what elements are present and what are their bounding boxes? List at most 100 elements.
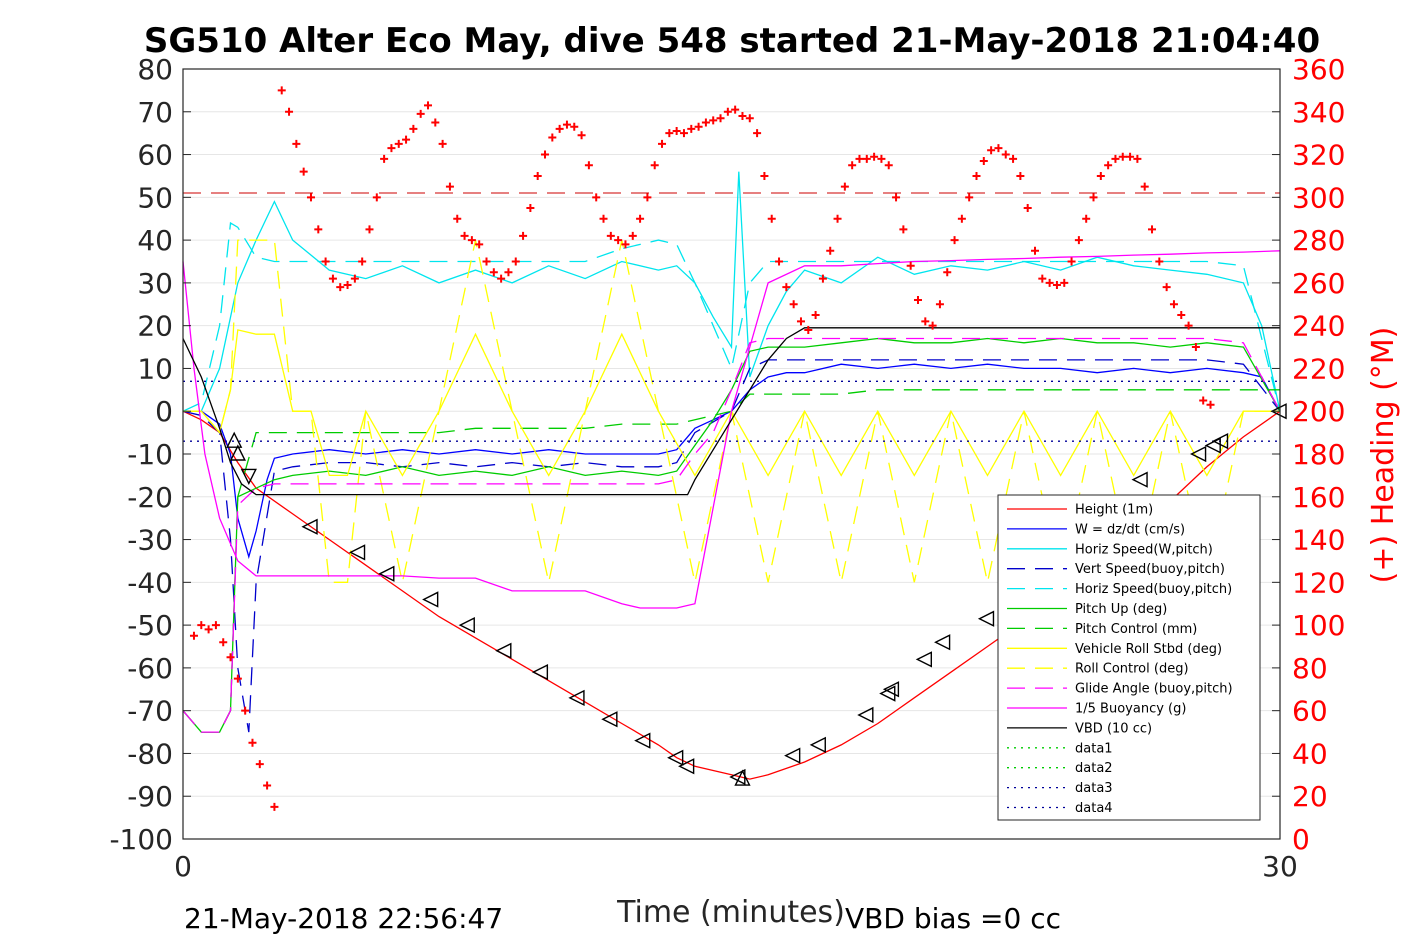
- heading-point: [943, 268, 952, 277]
- heading-point: [204, 625, 213, 634]
- heading-point: [972, 171, 981, 180]
- heading-point: [884, 161, 893, 170]
- heading-point: [913, 296, 922, 304]
- heading-point: [482, 257, 491, 266]
- heading-point: [1045, 278, 1054, 287]
- heading-point: [643, 193, 652, 202]
- depth-marker-triangle: [422, 591, 439, 608]
- heading-point: [1074, 236, 1083, 245]
- right-axis-label: (+) Heading (°M): [1366, 327, 1401, 584]
- right-tick-label: 360: [1292, 53, 1345, 86]
- depth-marker-triangle: [1270, 403, 1287, 420]
- legend-label: 1/5 Buoyancy (g): [1075, 702, 1186, 717]
- heading-point: [438, 139, 447, 148]
- right-tick-label: 20: [1292, 780, 1328, 813]
- heading-point: [987, 146, 996, 155]
- heading-point: [950, 236, 959, 245]
- footer-vbd-bias: VBD bias =0 cc: [845, 902, 1061, 935]
- heading-point: [994, 144, 1003, 153]
- heading-point: [796, 317, 805, 326]
- left-tick-label: 40: [137, 224, 173, 257]
- heading-point: [1082, 214, 1091, 223]
- heading-point: [899, 225, 908, 234]
- heading-point: [394, 139, 403, 148]
- x-tick-label: 30: [1262, 850, 1298, 883]
- heading-point: [460, 231, 469, 240]
- right-tick-label: 120: [1292, 566, 1345, 599]
- heading-point: [1009, 154, 1018, 163]
- heading-point: [511, 257, 520, 266]
- chart-title: SG510 Alter Eco May, dive 548 started 21…: [144, 21, 1320, 61]
- right-tick-label: 300: [1292, 181, 1345, 214]
- series-line-glide-angle-buoy-pitch: [182, 337, 1281, 733]
- heading-point: [665, 129, 674, 138]
- heading-point: [687, 124, 696, 133]
- heading-point: [833, 214, 842, 223]
- heading-point: [1191, 343, 1200, 352]
- depth-marker-triangle: [226, 431, 243, 448]
- heading-point: [328, 274, 337, 283]
- heading-point: [628, 231, 637, 240]
- heading-point: [570, 122, 579, 131]
- heading-point: [336, 283, 345, 292]
- depth-marker-triangle: [458, 616, 475, 634]
- left-tick-label: 20: [137, 310, 173, 343]
- heading-point: [299, 167, 308, 176]
- heading-point: [826, 246, 835, 255]
- heading-point: [475, 240, 484, 249]
- heading-point: [1052, 281, 1061, 290]
- heading-point: [226, 653, 235, 662]
- heading-point: [1118, 152, 1127, 161]
- legend-label: Vert Speed(buoy,pitch): [1075, 562, 1225, 577]
- heading-point: [738, 112, 747, 121]
- heading-point: [1111, 154, 1120, 163]
- left-tick-label: 70: [137, 96, 173, 129]
- right-tick-label: 40: [1292, 737, 1328, 770]
- series-line-horiz-speed-w-pitch: [183, 171, 1281, 412]
- legend-items: Height (1m) W = dz/dt (cm/s) Horiz Speed(W…: [1007, 503, 1233, 816]
- heading-point: [445, 182, 454, 191]
- heading-point: [248, 738, 257, 747]
- left-tick-label: 10: [137, 352, 173, 385]
- left-tick-label: 30: [137, 267, 173, 300]
- heading-point: [650, 161, 659, 170]
- depth-marker-triangle: [667, 749, 684, 766]
- left-tick-label: -100: [109, 823, 173, 856]
- heading-point: [423, 101, 432, 110]
- right-tick-label: 260: [1292, 267, 1345, 300]
- heading-point: [233, 674, 242, 683]
- heading-point: [321, 257, 330, 266]
- heading-point: [431, 118, 440, 127]
- heading-point: [1104, 161, 1113, 170]
- heading-point: [548, 133, 557, 142]
- legend-label: data2: [1075, 761, 1113, 776]
- heading-point: [928, 321, 937, 330]
- heading-point: [745, 114, 754, 123]
- heading-point: [1184, 321, 1193, 330]
- heading-point: [189, 631, 198, 640]
- heading-point: [263, 781, 272, 790]
- heading-point: [497, 274, 506, 283]
- heading-point: [679, 129, 688, 138]
- heading-point: [416, 109, 425, 118]
- left-tick-label: 50: [137, 181, 173, 214]
- heading-point: [285, 107, 294, 116]
- heading-point: [467, 236, 476, 245]
- heading-point: [1016, 171, 1025, 180]
- heading-point: [409, 124, 418, 133]
- series-line-horiz-speed-buoy-pitch: [182, 221, 1281, 412]
- legend-label: VBD (10 cc): [1075, 721, 1152, 736]
- heading-point: [636, 214, 645, 223]
- heading-point: [921, 317, 930, 326]
- heading-point: [979, 156, 988, 165]
- series-line-w-dz-dt-cm-s: [183, 363, 1281, 560]
- legend: Height (1m) W = dz/dt (cm/s) Horiz Speed(W…: [997, 494, 1261, 821]
- heading-point: [380, 154, 389, 163]
- heading-point: [211, 621, 220, 630]
- heading-point: [789, 300, 798, 309]
- heading-point: [526, 204, 535, 213]
- x-axis-label: Time (minutes): [616, 895, 845, 930]
- depth-marker-triangle: [784, 747, 801, 764]
- right-tick-label: 160: [1292, 481, 1345, 514]
- heading-point: [372, 193, 381, 202]
